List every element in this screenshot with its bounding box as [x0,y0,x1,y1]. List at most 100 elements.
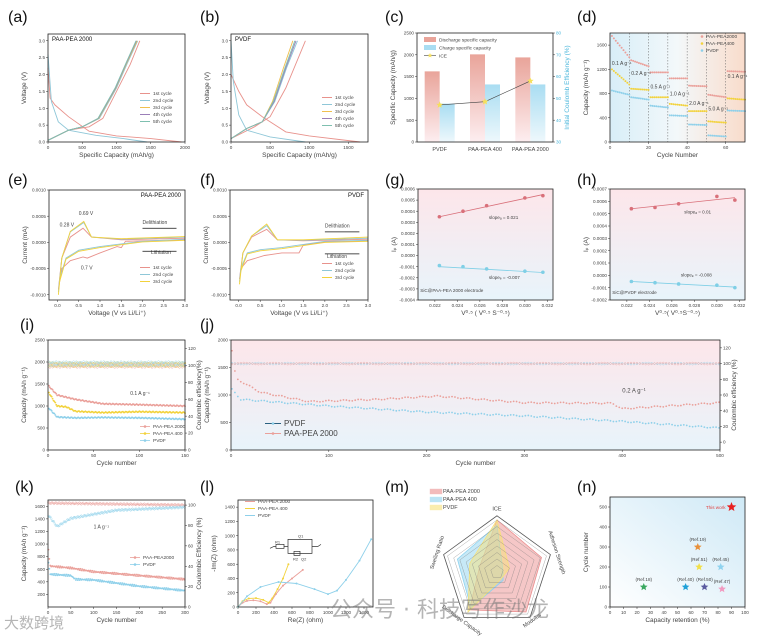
rate-label: 0.1 A g⁻¹ [728,74,748,80]
x-tick-label: 1.5 [118,303,125,308]
capacity-point [377,398,380,401]
capacity-point [143,585,146,587]
capacity-point [407,396,409,399]
data-point [682,77,685,80]
data-point [259,600,262,603]
data-point [632,96,635,99]
data-point [277,581,280,584]
ce-point [86,513,89,516]
ce-point [89,360,93,364]
capacity-point [295,402,298,405]
capacity-point [580,402,583,404]
capacity-point [132,585,135,588]
capacity-point [251,399,254,402]
ce-point [486,362,489,366]
capacity-point [682,424,685,426]
capacity-point [124,574,127,577]
capacity-point [322,400,324,403]
y2-tick-label: 30 [556,140,562,145]
capacity-point [148,576,150,578]
ce-point [76,364,79,367]
ce-point [85,360,88,363]
data-point [733,285,737,290]
ce-point [618,363,621,366]
capacity-point [298,403,301,405]
capacity-point [301,403,304,406]
capacity-point [231,349,233,352]
ce-point [565,362,568,365]
ce-point [541,361,545,365]
ce-point [580,362,583,365]
ce-point [172,362,176,365]
capacity-point [501,399,503,402]
capacity-point [427,396,430,399]
capacity-point [357,398,360,401]
x-tick-label: 80 [715,610,721,615]
x-tick-label: 0 [609,145,612,150]
y-tick-label: 0 [411,140,414,145]
capacity-point [234,391,236,394]
capacity-point [295,397,298,400]
y-tick-label: 400 [227,576,235,581]
y2-tick-label: 60 [188,397,194,402]
ce-point [465,361,468,365]
capacity-point [521,402,524,405]
ce-point [453,361,457,365]
capacity-point [130,584,133,587]
ce-point [536,362,539,365]
ce-point [168,364,171,367]
capacity-point [418,395,421,398]
legend-marker [700,49,704,52]
capacity-point [158,577,160,579]
ce-point [254,361,257,365]
x-tick-label: 50 [91,453,97,458]
ce-point [119,360,123,363]
bar-discharge [424,71,440,142]
capacity-point [304,403,307,406]
ce-point [626,362,630,365]
legend-marker [143,425,147,428]
capacity-point [289,397,292,400]
ce-point [492,362,495,365]
ce-point [483,361,486,365]
annotation: Delithiation [143,220,168,226]
data-point [680,104,683,107]
capacity-point [474,398,477,401]
capacity-point [427,411,430,414]
ce-point [62,360,65,363]
plot-frame [230,33,369,143]
ce-point [60,361,63,365]
x-tick-label: 500 [266,145,274,150]
ce-point [271,361,275,365]
data-point [628,93,631,96]
capacity-point [433,395,436,397]
point-label: (Ref.40) [677,577,694,582]
x-tick-label: 0.0 [54,303,61,308]
ce-point [345,361,348,365]
data-point [742,110,745,113]
legend-label: 5th cycle [335,123,354,129]
panel-a: (a)0 500 1000 1500 20000.00.51.01.52.02.53.0… [8,9,191,159]
x-tick-label: 600 [288,610,296,615]
point-label: This work [706,505,726,510]
capacity-point [659,423,662,426]
ce-point [415,362,418,365]
ce-point [130,364,134,367]
ce-point [403,362,407,366]
ce-point [152,361,156,364]
ce-point [239,363,242,366]
capacity-point [594,419,597,422]
y-tick-label: -0.0010 [30,292,46,297]
capacity-point [257,390,260,393]
ce-point [137,360,140,363]
capacity-point [336,400,339,403]
ce-point [632,361,636,365]
capacity-point [110,582,113,585]
panel-label: (e) [8,172,28,189]
ce-point [271,363,275,366]
x-tick-label: 20 [646,145,652,150]
capacity-point [638,406,641,408]
ce-point [122,509,125,512]
data-point [276,588,279,591]
data-point [661,105,664,108]
